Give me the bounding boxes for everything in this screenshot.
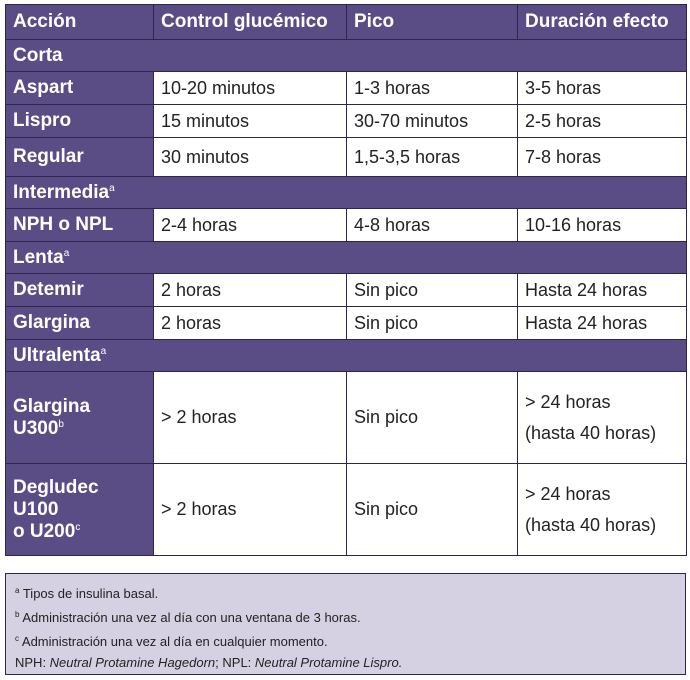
table-row-lispro: Lispro 15 minutos 30-70 minutos 2-5 hora… xyxy=(5,104,687,138)
cell-pico: 1-3 horas xyxy=(346,71,518,105)
group-label-ultralenta: Ultralentaa xyxy=(5,339,687,372)
table-row-nph: NPH o NPL 2-4 horas 4-8 horas 10-16 hora… xyxy=(5,208,687,242)
table-row-glargina-u300: Glargina U300b > 2 horas Sin pico > 24 h… xyxy=(5,371,687,464)
insulin-table: Acción Control glucémico Pico Duración e… xyxy=(5,4,687,556)
cell-pico: 4-8 horas xyxy=(346,208,518,242)
row-name: Detemir xyxy=(5,273,154,307)
group-label-intermedia: Intermediaa xyxy=(5,176,687,209)
group-row-intermedia: Intermediaa xyxy=(5,176,687,209)
table-row-aspart: Aspart 10-20 minutos 1-3 horas 3-5 horas xyxy=(5,71,687,105)
table-row-degludec: Degludec U100 o U200c > 2 horas Sin pico … xyxy=(5,463,687,556)
cell-duracion: 3-5 horas xyxy=(517,71,687,105)
cell-control: 30 minutos xyxy=(153,137,347,177)
footnote-c: c Administración una vez al día en cualq… xyxy=(15,634,328,649)
header-control-glucemico: Control glucémico xyxy=(153,4,347,40)
cell-pico: 30-70 minutos xyxy=(346,104,518,138)
group-label-corta: Corta xyxy=(5,39,687,72)
cell-duracion: 2-5 horas xyxy=(517,104,687,138)
cell-pico: Sin pico xyxy=(346,371,518,464)
footnote-mark: a xyxy=(109,182,115,194)
cell-control: 10-20 minutos xyxy=(153,71,347,105)
row-name: Degludec U100 o U200c xyxy=(5,463,154,556)
cell-pico: 1,5-3,5 horas xyxy=(346,137,518,177)
cell-duracion: 7-8 horas xyxy=(517,137,687,177)
row-name: Glargina U300b xyxy=(5,371,154,464)
cell-control: > 2 horas xyxy=(153,463,347,556)
footnote-abbreviations: NPH: Neutral Protamine Hagedorn; NPL: Ne… xyxy=(15,655,403,670)
row-name: Regular xyxy=(5,137,154,177)
table-row-detemir: Detemir 2 horas Sin pico Hasta 24 horas xyxy=(5,273,687,307)
footnote-mark: a xyxy=(63,247,70,259)
cell-control: 2 horas xyxy=(153,306,347,340)
row-name: Glargina xyxy=(5,306,154,340)
footnote-mark: b xyxy=(58,418,64,430)
cell-pico: Sin pico xyxy=(346,273,518,307)
cell-duracion: Hasta 24 horas xyxy=(517,273,687,307)
group-row-ultralenta: Ultralentaa xyxy=(5,339,687,372)
group-label-lenta: Lentaa xyxy=(5,241,687,274)
cell-control: 2 horas xyxy=(153,273,347,307)
cell-duracion: > 24 horas (hasta 40 horas) xyxy=(517,463,687,556)
header-duracion-efecto: Duración efecto xyxy=(517,4,687,40)
table-row-glargina: Glargina 2 horas Sin pico Hasta 24 horas xyxy=(5,306,687,340)
cell-control: > 2 horas xyxy=(153,371,347,464)
cell-duracion: > 24 horas (hasta 40 horas) xyxy=(517,371,687,464)
cell-control: 2-4 horas xyxy=(153,208,347,242)
row-name: Lispro xyxy=(5,104,154,138)
row-name: Aspart xyxy=(5,71,154,105)
cell-duracion: Hasta 24 horas xyxy=(517,306,687,340)
header-accion: Acción xyxy=(5,4,154,40)
footnotes-box: a Tipos de insulina basal. b Administrac… xyxy=(5,573,686,675)
cell-control: 15 minutos xyxy=(153,104,347,138)
table-row-regular: Regular 30 minutos 1,5-3,5 horas 7-8 hor… xyxy=(5,137,687,177)
cell-pico: Sin pico xyxy=(346,306,518,340)
header-row: Acción Control glucémico Pico Duración e… xyxy=(5,4,687,40)
cell-duracion: 10-16 horas xyxy=(517,208,687,242)
header-pico: Pico xyxy=(346,4,518,40)
cell-pico: Sin pico xyxy=(346,463,518,556)
footnote-mark: c xyxy=(75,521,81,533)
footnote-mark: a xyxy=(100,345,107,357)
footnote-a: a Tipos de insulina basal. xyxy=(15,586,159,601)
group-row-corta: Corta xyxy=(5,39,687,72)
group-row-lenta: Lentaa xyxy=(5,241,687,274)
footnote-b: b Administración una vez al día con una … xyxy=(15,610,361,625)
row-name: NPH o NPL xyxy=(5,208,154,242)
